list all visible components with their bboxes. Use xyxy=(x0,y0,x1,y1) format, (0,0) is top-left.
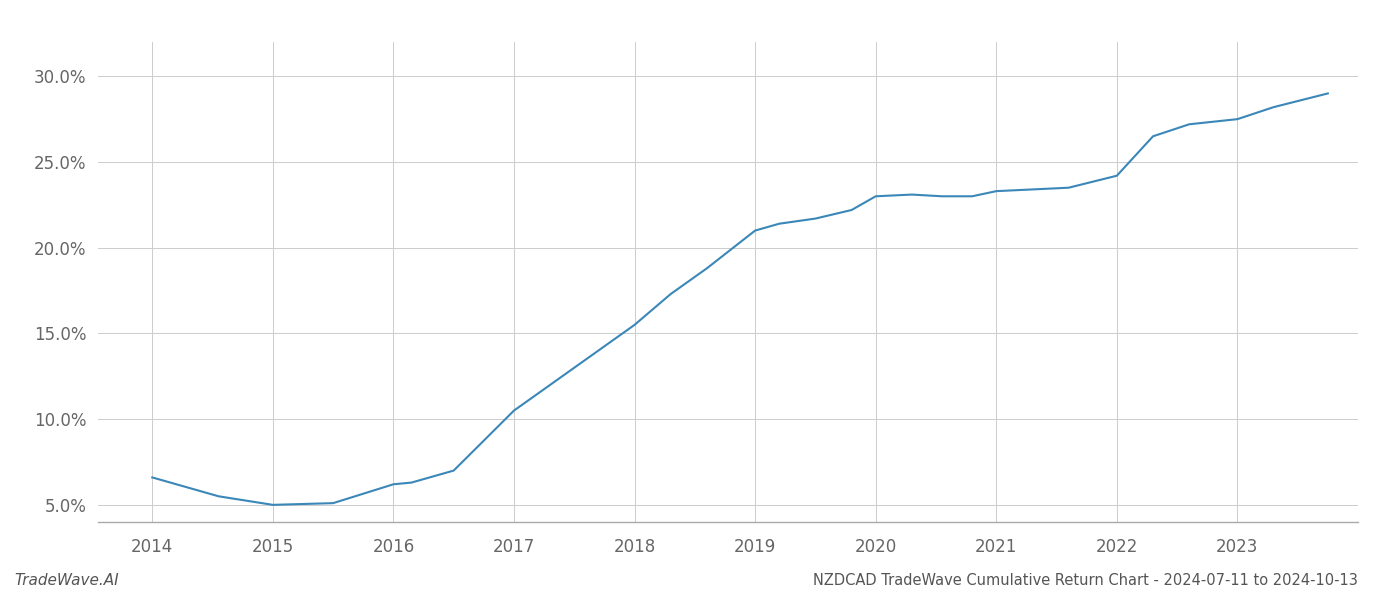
Text: NZDCAD TradeWave Cumulative Return Chart - 2024-07-11 to 2024-10-13: NZDCAD TradeWave Cumulative Return Chart… xyxy=(813,573,1358,588)
Text: TradeWave.AI: TradeWave.AI xyxy=(14,573,119,588)
